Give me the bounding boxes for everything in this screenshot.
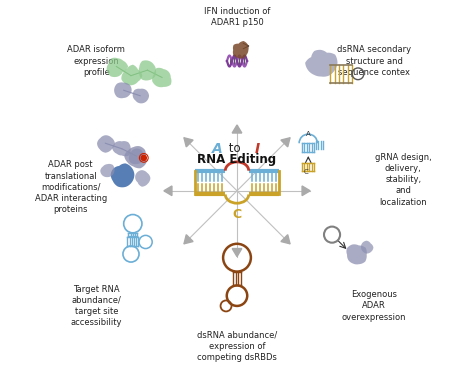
Text: to: to	[226, 142, 245, 155]
Polygon shape	[133, 89, 149, 103]
Text: C: C	[304, 169, 309, 175]
Polygon shape	[152, 68, 172, 87]
Text: Exogenous
ADAR
overexpression: Exogenous ADAR overexpression	[342, 290, 406, 321]
Polygon shape	[135, 170, 150, 187]
Polygon shape	[305, 50, 337, 77]
Polygon shape	[361, 241, 374, 254]
Circle shape	[141, 155, 146, 160]
Polygon shape	[164, 186, 172, 196]
Text: RNA Editing: RNA Editing	[198, 153, 276, 166]
Polygon shape	[346, 244, 367, 264]
Polygon shape	[233, 41, 249, 59]
Polygon shape	[114, 83, 132, 98]
Text: C: C	[232, 208, 242, 221]
Polygon shape	[121, 65, 142, 85]
Text: Target RNA
abundance/
target site
accessibility: Target RNA abundance/ target site access…	[71, 285, 122, 327]
Polygon shape	[112, 141, 131, 156]
Polygon shape	[184, 235, 193, 244]
Polygon shape	[129, 149, 143, 164]
Polygon shape	[232, 125, 242, 133]
Polygon shape	[281, 138, 290, 147]
Text: gRNA design,
delivery,
stability,
and
localization: gRNA design, delivery, stability, and lo…	[375, 153, 432, 207]
Text: dsRNA abundance/
expression of
competing dsRBDs: dsRNA abundance/ expression of competing…	[197, 331, 277, 362]
Text: A: A	[211, 142, 222, 156]
Polygon shape	[184, 138, 193, 147]
Text: A: A	[306, 131, 310, 137]
Polygon shape	[111, 163, 134, 187]
Polygon shape	[107, 58, 128, 77]
Text: ADAR isoform
expression
profile: ADAR isoform expression profile	[67, 46, 125, 77]
Polygon shape	[100, 164, 115, 177]
Text: ADAR post
translational
modifications/
ADAR interacting
proteins: ADAR post translational modifications/ A…	[35, 160, 107, 214]
Polygon shape	[302, 186, 310, 196]
Polygon shape	[139, 60, 156, 80]
Text: dsRNA secondary
structure and
sequence contex: dsRNA secondary structure and sequence c…	[337, 46, 411, 77]
Polygon shape	[281, 235, 290, 244]
Polygon shape	[97, 135, 115, 153]
Text: IFN induction of
ADAR1 p150: IFN induction of ADAR1 p150	[204, 7, 270, 27]
Polygon shape	[124, 146, 146, 168]
Text: I: I	[255, 142, 260, 156]
Polygon shape	[232, 248, 242, 257]
